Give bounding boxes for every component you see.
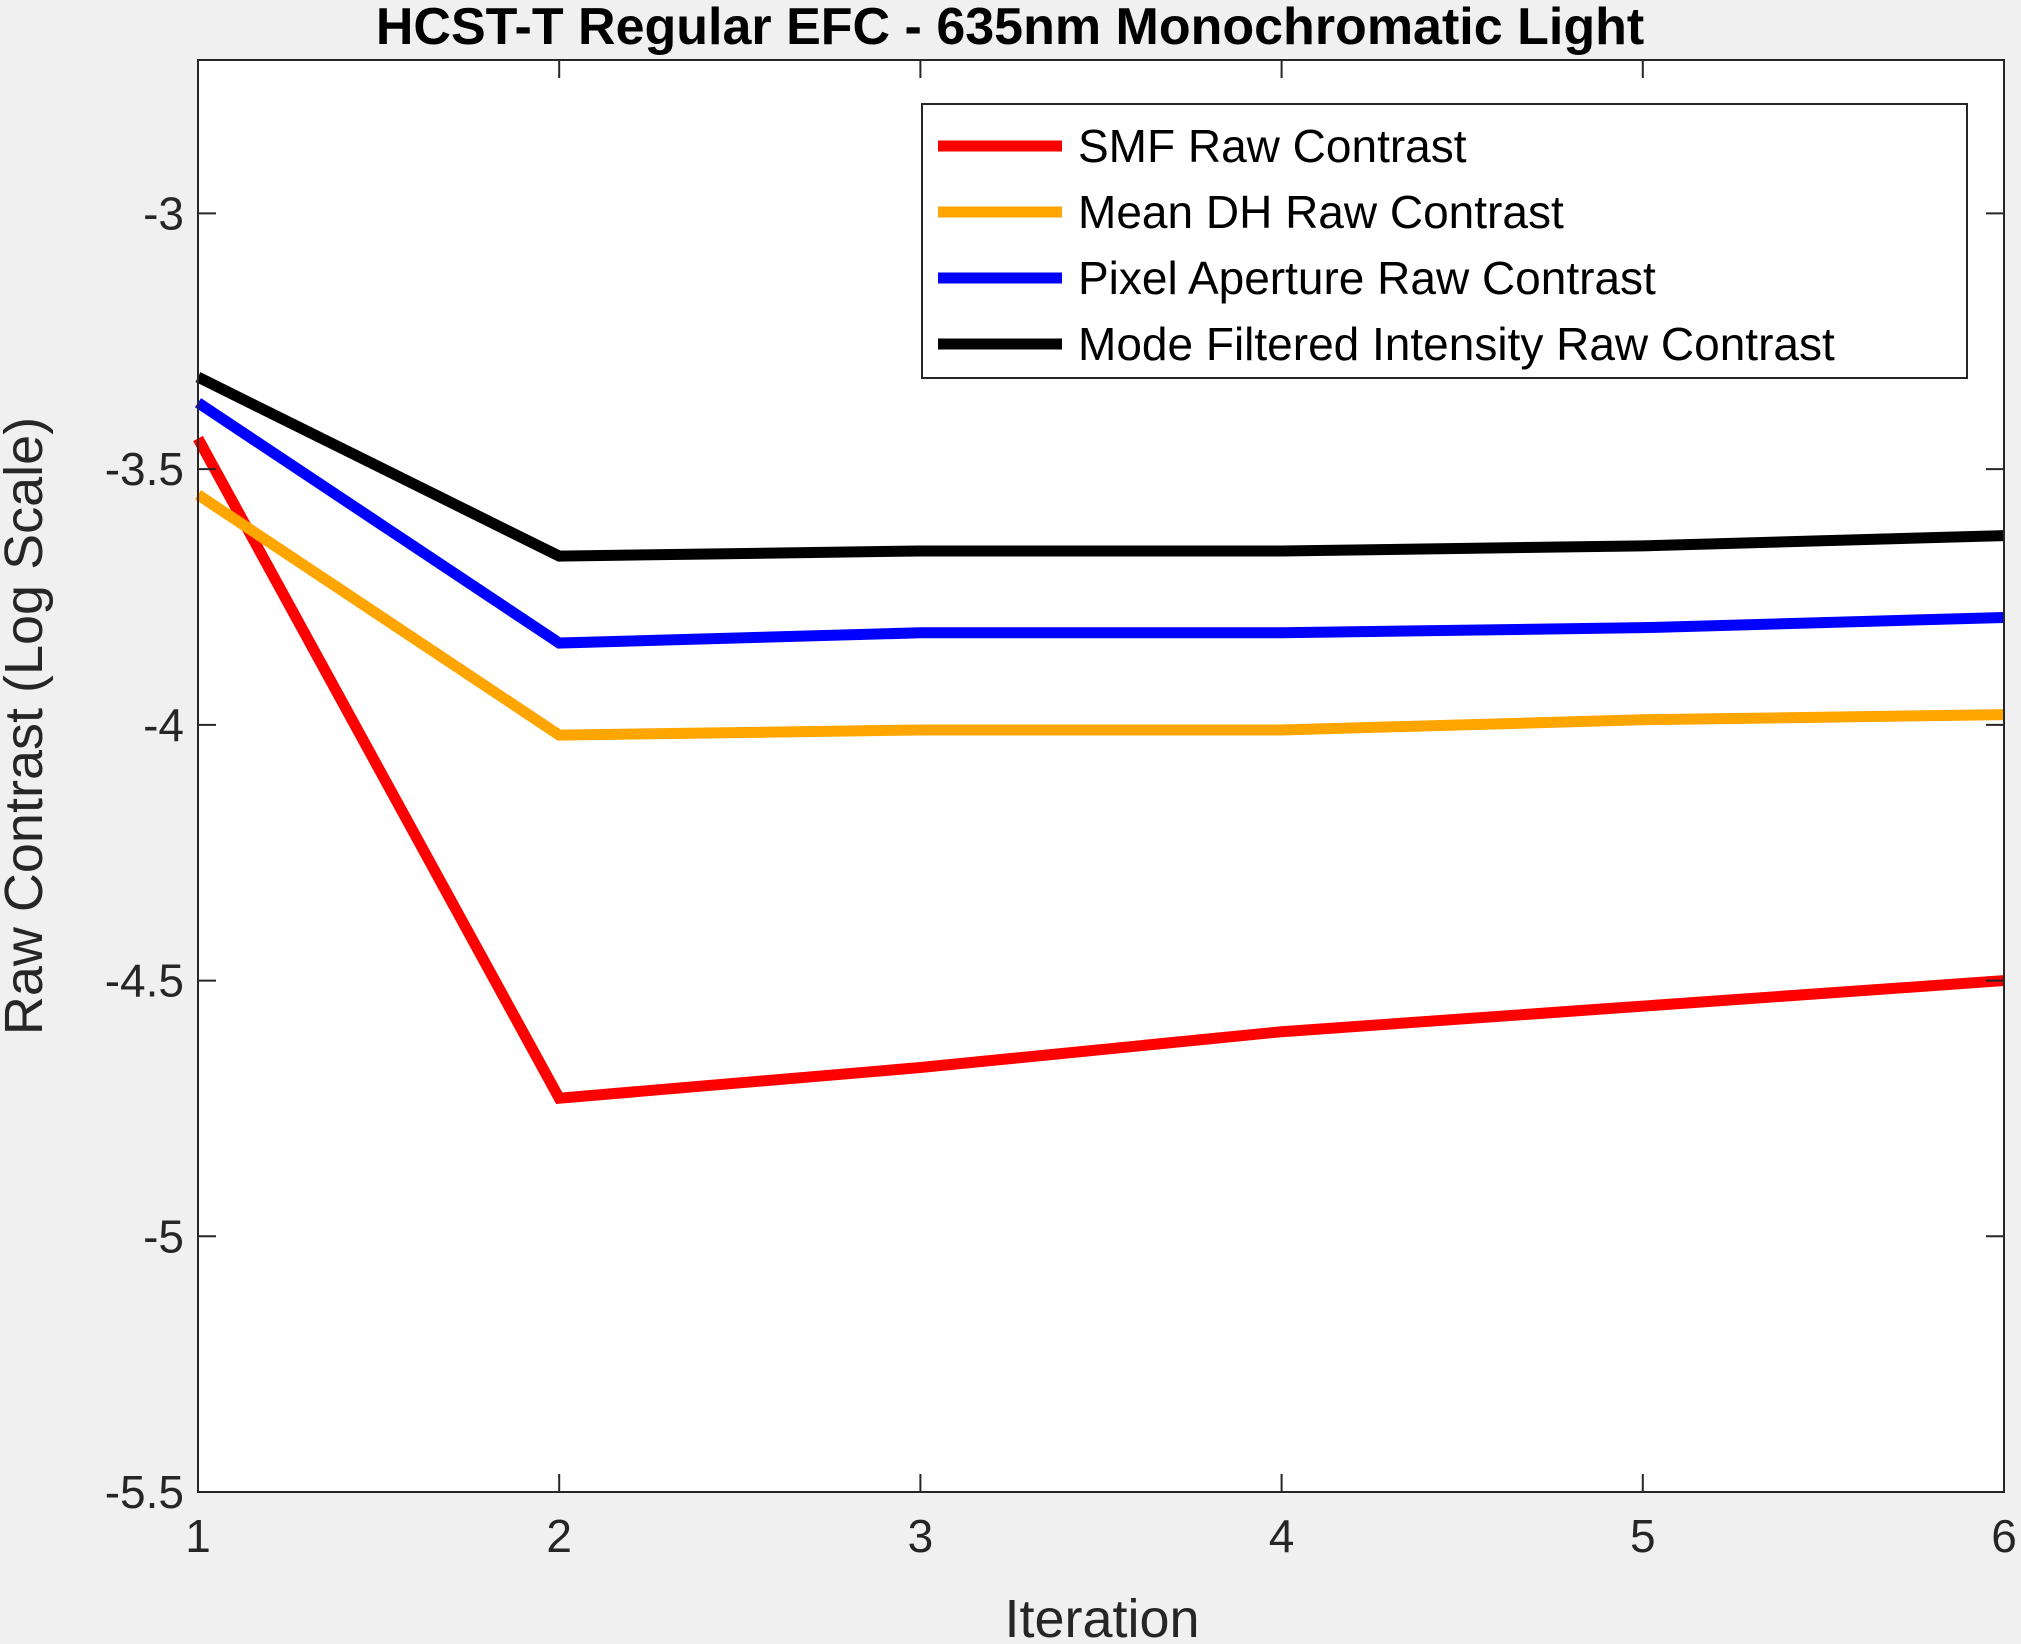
data-point — [1642, 627, 1643, 628]
chart-title: HCST-T Regular EFC - 635nm Monochromatic… — [376, 0, 1644, 56]
data-point — [920, 1067, 921, 1068]
x-tick-label: 2 — [546, 1510, 572, 1562]
data-point — [1281, 729, 1282, 730]
y-tick-label: -3.5 — [105, 443, 184, 495]
data-point — [1281, 1031, 1282, 1032]
x-tick-label: 1 — [185, 1510, 211, 1562]
data-point — [1642, 719, 1643, 720]
y-tick-label: -4 — [143, 699, 184, 751]
data-point — [559, 643, 560, 644]
legend-label: Pixel Aperture Raw Contrast — [1078, 252, 1656, 304]
data-point — [559, 556, 560, 557]
data-point — [1281, 632, 1282, 633]
x-tick-label: 6 — [1991, 1510, 2017, 1562]
legend: SMF Raw Contrast Mean DH Raw Contrast Pixe… — [921, 103, 1968, 379]
legend-box — [921, 103, 1968, 379]
y-tick-label: -4.5 — [105, 955, 184, 1007]
data-point — [1642, 545, 1643, 546]
series-line-3 — [194, 398, 2005, 649]
x-tick-label: 4 — [1269, 1510, 1295, 1562]
data-point — [920, 550, 921, 551]
data-point — [920, 632, 921, 633]
series-layer — [193, 372, 2005, 1104]
y-axis-label: Raw Contrast (Log Scale) — [0, 417, 54, 1035]
series-line-1 — [193, 435, 2005, 1104]
y-tick-label: -3 — [143, 187, 184, 239]
legend-label: Mean DH Raw Contrast — [1078, 186, 1564, 238]
x-tick-label: 5 — [1630, 1510, 1656, 1562]
data-point — [559, 1098, 560, 1099]
data-point — [1642, 1006, 1643, 1007]
x-tick-label: 3 — [908, 1510, 934, 1562]
data-point — [1281, 550, 1282, 551]
series-line-4 — [195, 372, 2005, 562]
legend-label: Mode Filtered Intensity Raw Contrast — [1078, 318, 1835, 370]
x-axis-label: Iteration — [1004, 1589, 1199, 1644]
data-point — [559, 735, 560, 736]
tick-layer: 1 2 3 4 5 6 -5.5 -5 -4.5 -4 -3.5 -3 — [105, 60, 2017, 1562]
y-tick-label: -5.5 — [105, 1466, 184, 1518]
data-point — [920, 729, 921, 730]
legend-label: SMF Raw Contrast — [1078, 120, 1467, 172]
plot-frame — [197, 59, 2005, 1493]
y-tick-label: -5 — [143, 1210, 184, 1262]
series-line-2 — [194, 490, 2005, 741]
